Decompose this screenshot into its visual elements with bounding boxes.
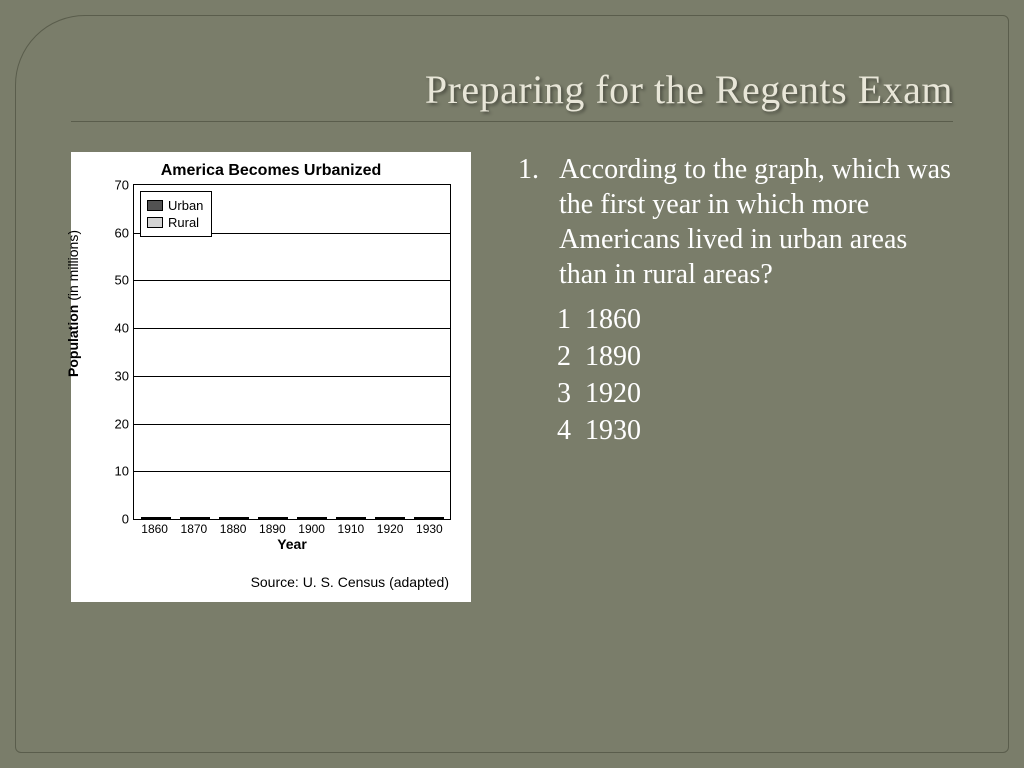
swatch-urban-icon [147, 200, 163, 211]
bar-rural [429, 517, 444, 519]
option-number: 4 [551, 413, 571, 448]
plot-area: Urban Rural 010203040506070 [133, 184, 451, 520]
legend-label-urban: Urban [168, 198, 203, 213]
answer-options: 1 1860 2 1890 3 1920 4 1930 [551, 302, 953, 448]
answer-option[interactable]: 4 1930 [551, 413, 953, 448]
answer-option[interactable]: 1 1860 [551, 302, 953, 337]
ytick-label: 30 [115, 368, 134, 383]
bar-urban [414, 517, 429, 519]
ytick-label: 50 [115, 273, 134, 288]
option-text: 1890 [585, 339, 641, 374]
ylabel-rest: (in millions) [65, 230, 81, 305]
option-text: 1920 [585, 376, 641, 411]
bar-urban [258, 517, 273, 519]
answer-option[interactable]: 2 1890 [551, 339, 953, 374]
bar-rural [390, 517, 405, 519]
chart-ylabel: Population (in millions) [65, 230, 81, 377]
option-text: 1860 [585, 302, 641, 337]
xtick-label: 1890 [255, 522, 290, 536]
option-number: 2 [551, 339, 571, 374]
legend-label-rural: Rural [168, 215, 199, 230]
xtick-label: 1910 [334, 522, 369, 536]
chart-panel: America Becomes Urbanized Population (in… [71, 152, 471, 602]
bar-urban [336, 517, 351, 519]
bar-urban [219, 517, 234, 519]
xtick-label: 1930 [412, 522, 447, 536]
bar-rural [351, 517, 366, 519]
slide-title: Preparing for the Regents Exam [71, 66, 953, 122]
question-stem: According to the graph, which was the fi… [559, 152, 953, 292]
bar-group [411, 517, 445, 519]
chart-body: Urban Rural 010203040506070 1860 1870 1880… [133, 184, 451, 544]
bar-group [255, 517, 289, 519]
chart-source: Source: U. S. Census (adapted) [83, 574, 459, 590]
bar-rural [156, 517, 171, 519]
option-number: 3 [551, 376, 571, 411]
bar-urban [180, 517, 195, 519]
bar-group [216, 517, 250, 519]
bar-group [333, 517, 367, 519]
xtick-label: 1880 [216, 522, 251, 536]
chart-legend: Urban Rural [140, 191, 212, 237]
bar-group [177, 517, 211, 519]
bar-urban [297, 517, 312, 519]
swatch-rural-icon [147, 217, 163, 228]
ytick-label: 40 [115, 321, 134, 336]
answer-option[interactable]: 3 1920 [551, 376, 953, 411]
content-row: America Becomes Urbanized Population (in… [71, 152, 953, 602]
ytick-label: 20 [115, 416, 134, 431]
question-stem-row: 1. According to the graph, which was the… [511, 152, 953, 292]
question-panel: 1. According to the graph, which was the… [511, 152, 953, 602]
ylabel-bold: Population [65, 305, 81, 377]
ytick-label: 70 [115, 178, 134, 193]
bar-rural [273, 517, 288, 519]
xtick-label: 1900 [294, 522, 329, 536]
bar-group [138, 517, 172, 519]
legend-item-rural: Rural [147, 215, 203, 230]
xtick-labels: 1860 1870 1880 1890 1900 1910 1920 1930 [133, 522, 451, 536]
bar-group [294, 517, 328, 519]
question-number: 1. [511, 152, 539, 292]
option-number: 1 [551, 302, 571, 337]
bar-rural [234, 517, 249, 519]
chart-xlabel: Year [133, 536, 451, 552]
bar-group [372, 517, 406, 519]
bar-rural [195, 517, 210, 519]
xtick-label: 1920 [373, 522, 408, 536]
slide-frame: Preparing for the Regents Exam America B… [15, 15, 1009, 753]
bar-urban [375, 517, 390, 519]
bar-rural [312, 517, 327, 519]
bar-urban [141, 517, 156, 519]
chart-title: America Becomes Urbanized [83, 162, 459, 180]
legend-item-urban: Urban [147, 198, 203, 213]
ytick-label: 60 [115, 225, 134, 240]
xtick-label: 1870 [177, 522, 212, 536]
option-text: 1930 [585, 413, 641, 448]
ytick-label: 10 [115, 464, 134, 479]
xtick-label: 1860 [137, 522, 172, 536]
